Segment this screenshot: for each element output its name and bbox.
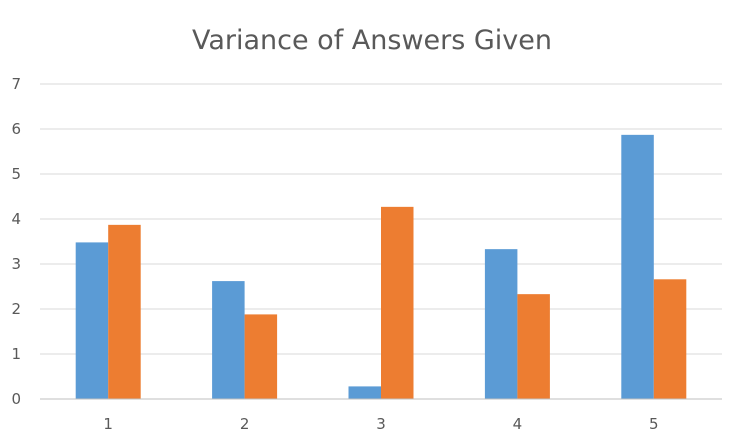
y-tick-label: 4 (11, 210, 21, 228)
y-axis-ticks: 0 1 2 3 4 5 6 7 (11, 75, 21, 408)
chart-title: Variance of Answers Given (192, 25, 552, 56)
bar-series-1-category-3 (348, 386, 381, 399)
x-tick-label: 3 (376, 415, 386, 433)
bar-series-2-category-5 (653, 279, 687, 399)
bar-series-1-category-5 (621, 134, 654, 399)
bar-series-1-category-1 (75, 242, 109, 399)
x-tick-label: 5 (649, 415, 659, 433)
bar-series-2-category-1 (108, 224, 141, 399)
y-tick-label: 1 (11, 345, 21, 363)
bar-series-1-category-4 (484, 249, 518, 399)
y-tick-label: 2 (11, 300, 21, 318)
y-tick-label: 7 (11, 75, 21, 93)
bar-series-2-category-2 (244, 314, 278, 399)
bar-series-1-category-2 (212, 281, 245, 399)
bar-series-2-category-4 (517, 294, 550, 399)
y-tick-label: 5 (11, 165, 21, 183)
y-tick-label: 3 (11, 255, 21, 273)
bars (75, 134, 687, 399)
x-tick-label: 4 (513, 415, 523, 433)
y-tick-label: 6 (11, 120, 21, 138)
bar-series-2-category-3 (381, 206, 414, 399)
y-tick-label: 0 (11, 390, 21, 408)
x-tick-label: 1 (103, 415, 113, 433)
x-axis-ticks: 1 2 3 4 5 (103, 415, 658, 433)
x-tick-label: 2 (240, 415, 250, 433)
